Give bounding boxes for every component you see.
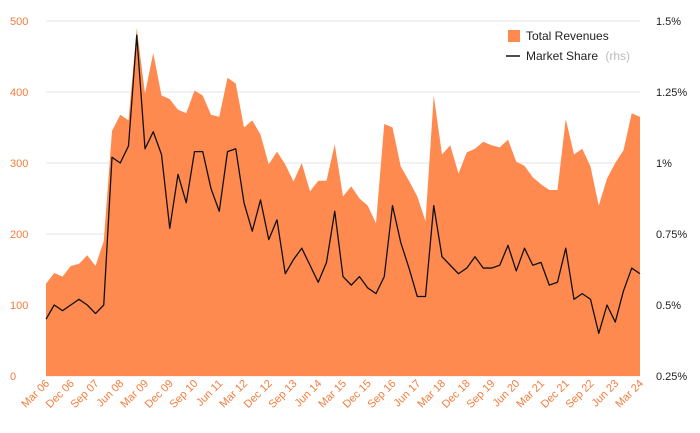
left-tick-label: 200 <box>10 229 28 241</box>
series-total-revenues-area <box>46 28 640 376</box>
left-tick-label: 400 <box>10 87 28 99</box>
right-axis: 0.25% 0.5% 0.75% 1% 1.25% 1.5% <box>656 16 687 383</box>
x-tick-label: Sep 16 <box>365 378 398 411</box>
legend-label-rhs-note: (rhs) <box>605 49 630 63</box>
x-tick-label: Mar 24 <box>613 378 646 411</box>
left-tick-label: 500 <box>10 16 28 28</box>
x-tick-label: Sep 07 <box>68 378 101 411</box>
legend-swatch-total-revenues <box>508 30 520 42</box>
right-tick-label: 1.5% <box>656 16 681 28</box>
left-tick-label: 0 <box>10 371 16 383</box>
left-tick-label: 300 <box>10 158 28 170</box>
left-axis: 0 100 200 300 400 500 <box>10 16 28 383</box>
legend-label-market-share: Market Share (rhs) <box>526 49 630 63</box>
series-market-share-line <box>45 34 641 335</box>
line-layer <box>45 34 641 335</box>
x-tick-label: Sep 22 <box>563 378 596 411</box>
left-tick-label: 100 <box>10 300 28 312</box>
right-tick-label: 0.25% <box>656 371 687 383</box>
right-tick-label: 0.5% <box>656 300 681 312</box>
x-tick-label: Sep 13 <box>266 378 299 411</box>
area-layer <box>46 28 640 376</box>
right-tick-label: 0.75% <box>656 229 687 241</box>
legend-label-total-revenues: Total Revenues <box>526 29 609 43</box>
legend-label-market-share-name: Market Share <box>526 49 598 63</box>
right-tick-label: 1.25% <box>656 87 687 99</box>
right-tick-label: 1% <box>656 158 672 170</box>
legend: Total Revenues Market Share (rhs) <box>506 29 630 63</box>
x-tick-label: Sep 19 <box>464 378 497 411</box>
x-tick-label: Sep 10 <box>167 378 200 411</box>
